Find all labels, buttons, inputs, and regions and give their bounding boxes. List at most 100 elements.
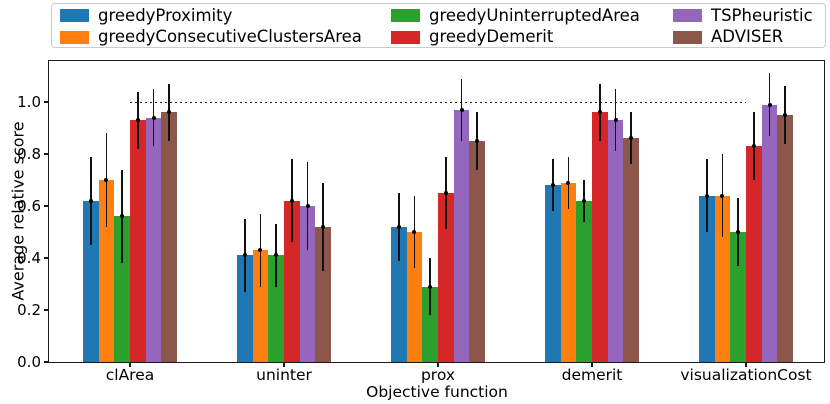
bar-greedyConsecutiveClustersArea-visualizationCost (714, 195, 731, 362)
y-tick-mark (44, 257, 48, 259)
legend-swatch-icon (673, 9, 702, 23)
y-tick-label: 0.0 (17, 352, 41, 371)
error-marker-dot (242, 253, 247, 258)
bar-greedyDemerit-clArea (130, 120, 146, 362)
bar-greedyProximity-demerit (544, 185, 561, 362)
legend-swatch-icon (60, 9, 89, 23)
bar-greedyProximity-prox (390, 226, 407, 362)
bar-ADVISER-clArea (161, 112, 178, 362)
error-marker-dot (289, 198, 294, 203)
error-marker-dot (613, 118, 618, 123)
y-tick-label: 1.0 (17, 92, 41, 111)
x-tick-label: prox (420, 366, 456, 384)
error-marker-dot (120, 214, 125, 219)
legend-item-greedyConsecutiveClustersArea: greedyConsecutiveClustersArea (60, 27, 362, 49)
x-tick-label: demerit (561, 366, 623, 384)
bar-ADVISER-prox (469, 141, 486, 362)
legend-label: greedyConsecutiveClustersArea (98, 27, 362, 46)
bar-greedyDemerit-prox (438, 193, 454, 362)
error-marker-dot (412, 230, 417, 234)
error-marker-dot (704, 193, 709, 198)
error-marker-dot (597, 110, 602, 115)
x-axis-label: Objective function (366, 383, 508, 401)
bar-TSPheuristic-demerit (607, 120, 624, 362)
bar-greedyUninterruptedArea-clArea (114, 216, 130, 362)
y-tick-label: 0.6 (17, 196, 41, 215)
x-tick-mark (129, 363, 131, 367)
error-marker-dot (629, 136, 634, 141)
error-marker-dot (274, 253, 279, 258)
error-marker-dot (582, 198, 587, 203)
bar-greedyProximity-uninter (236, 255, 253, 362)
bar-greedyConsecutiveClustersArea-prox (406, 232, 423, 362)
y-tick-mark (44, 101, 48, 103)
bar-ADVISER-uninter (315, 226, 332, 362)
error-marker-dot (305, 204, 310, 208)
legend-label: greedyDemerit (429, 27, 554, 46)
error-marker-dot (475, 139, 480, 143)
bar-greedyUninterruptedArea-prox (422, 286, 438, 362)
error-marker-dot (321, 224, 326, 229)
legend-swatch-icon (391, 30, 420, 44)
error-marker-dot (104, 178, 109, 182)
bar-greedyUninterruptedArea-uninter (268, 255, 284, 362)
legend-label: greedyUninterruptedArea (429, 5, 640, 25)
x-tick-mark (591, 363, 593, 367)
legend-label: greedyProximity (98, 5, 233, 25)
error-marker-dot (550, 183, 555, 188)
bar-TSPheuristic-visualizationCost (761, 104, 778, 362)
error-marker-dot (566, 180, 571, 185)
bar-greedyDemerit-visualizationCost (746, 146, 762, 362)
bar-greedyDemerit-demerit (592, 112, 608, 362)
bar-greedyUninterruptedArea-demerit (576, 200, 592, 362)
legend-swatch-icon (673, 30, 702, 44)
legend-item-greedyUninterruptedArea: greedyUninterruptedArea (391, 5, 640, 27)
error-marker-dot (443, 191, 448, 195)
legend-label: TSPheuristic (711, 5, 813, 25)
error-marker-dot (767, 102, 772, 107)
bar-TSPheuristic-uninter (299, 206, 316, 362)
y-axis-label: Average relative score (8, 121, 28, 301)
legend-column: greedyProximity greedyConsecutiveClusters… (60, 5, 362, 48)
error-marker-dot (135, 118, 140, 123)
bar-TSPheuristic-clArea (145, 117, 162, 362)
x-tick-mark (283, 363, 285, 367)
bar-greedyProximity-visualizationCost (698, 195, 715, 362)
y-tick-mark (44, 205, 48, 207)
legend-column: greedyUninterruptedArea greedyDemerit (391, 5, 640, 48)
bar-greedyDemerit-uninter (284, 200, 300, 362)
legend: greedyProximity greedyConsecutiveClusters… (51, 3, 826, 48)
legend-item-ADVISER: ADVISER (673, 27, 813, 49)
reference-line (130, 102, 746, 104)
plot-area: 0.0 0.2 0.4 0.6 0.8 1.0 clArea uninter prox demer… (17, 60, 825, 384)
bar-TSPheuristic-prox (453, 109, 470, 362)
legend-item-greedyDemerit: greedyDemerit (391, 27, 640, 49)
y-tick-mark (44, 153, 48, 155)
legend-column: TSPheuristic ADVISER (673, 5, 813, 48)
error-marker-dot (88, 198, 93, 203)
error-marker-dot (783, 113, 788, 117)
x-tick-label: clArea (105, 366, 155, 384)
bar-ADVISER-visualizationCost (777, 115, 794, 362)
error-marker-dot (428, 284, 433, 289)
legend-swatch-icon (391, 9, 420, 23)
y-tick-label: 0.8 (17, 144, 41, 163)
x-tick-mark (745, 363, 747, 367)
error-marker-dot (720, 193, 725, 198)
bar-greedyConsecutiveClustersArea-demerit (560, 182, 577, 362)
error-marker-dot (396, 224, 401, 229)
y-tick-mark (44, 309, 48, 311)
legend-label: ADVISER (711, 27, 784, 46)
error-marker-dot (167, 110, 172, 115)
error-marker-dot (751, 144, 756, 149)
bar-greedyConsecutiveClustersArea-clArea (98, 180, 115, 362)
x-tick-mark (437, 363, 439, 367)
error-marker-dot (151, 115, 156, 120)
legend-item-TSPheuristic: TSPheuristic (673, 5, 813, 27)
bar-greedyProximity-clArea (82, 200, 99, 362)
bar-greedyUninterruptedArea-visualizationCost (730, 232, 746, 362)
x-tick-label: visualizationCost (680, 366, 812, 384)
error-marker-dot (736, 230, 741, 234)
y-tick-label: 0.2 (17, 300, 41, 319)
